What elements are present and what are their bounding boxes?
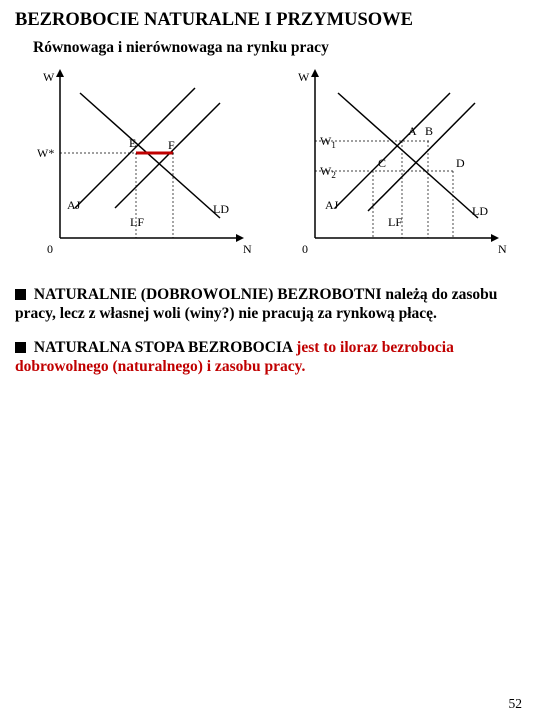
axis-x-label: N bbox=[243, 242, 252, 256]
line-LF-label: LF bbox=[130, 215, 144, 229]
point-B: B bbox=[425, 124, 433, 138]
W1-label: W bbox=[320, 134, 332, 148]
svg-text:W2: W2 bbox=[320, 164, 336, 180]
origin-label: 0 bbox=[47, 242, 53, 256]
point-C: C bbox=[378, 156, 386, 170]
page-number: 52 bbox=[509, 696, 523, 712]
line-LF-label: LF bbox=[388, 215, 402, 229]
line-LD-label: LD bbox=[213, 202, 229, 216]
point-E: E bbox=[129, 136, 136, 150]
line-LD-label: LD bbox=[472, 204, 488, 218]
chart-left: W N 0 W* E F AJ LF LD bbox=[25, 63, 260, 263]
point-D: D bbox=[456, 156, 465, 170]
line-AJ-label: AJ bbox=[67, 198, 81, 212]
p2-bold: NATURALNA STOPA BEZROBOCIA bbox=[34, 339, 292, 356]
line-AJ-label: AJ bbox=[325, 198, 339, 212]
W2-label: W bbox=[320, 164, 332, 178]
origin-label: 0 bbox=[302, 242, 308, 256]
point-F: F bbox=[168, 138, 175, 152]
axis-x-label: N bbox=[498, 242, 507, 256]
bullet-icon bbox=[15, 289, 26, 300]
chart-right: W N 0 W1 W2 A B C D AJ LF bbox=[280, 63, 515, 263]
page-title: BEZROBOCIE NATURALNE I PRZYMUSOWE bbox=[15, 10, 525, 31]
svg-text:W1: W1 bbox=[320, 134, 336, 150]
w-star-label: W* bbox=[37, 146, 54, 160]
p1-bold: NATURALNIE (DOBROWOLNIE) BEZROBOTNI bbox=[34, 286, 382, 303]
axis-y-label: W bbox=[298, 70, 310, 84]
paragraph-2: NATURALNA STOPA BEZROBOCIA jest to ilora… bbox=[15, 338, 525, 377]
charts-row: W N 0 W* E F AJ LF LD bbox=[25, 63, 525, 263]
page-subtitle: Równowaga i nierównowaga na rynku pracy bbox=[33, 39, 525, 57]
point-A: A bbox=[408, 124, 417, 138]
bullet-icon bbox=[15, 342, 26, 353]
axis-y-label: W bbox=[43, 70, 55, 84]
paragraph-1: NATURALNIE (DOBROWOLNIE) BEZROBOTNI nale… bbox=[15, 285, 525, 324]
